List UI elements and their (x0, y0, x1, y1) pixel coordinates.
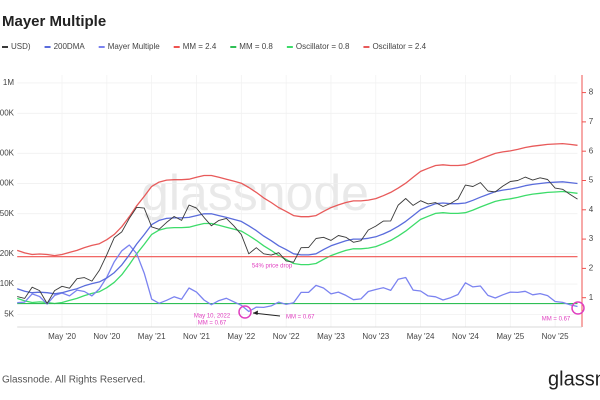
legend-label: Oscillator = 2.4 (372, 42, 426, 51)
x-tick-label: Nov '23 (362, 332, 389, 341)
y2-tick-label: 5 (589, 176, 594, 185)
y-tick-label: 500K (0, 108, 15, 117)
y-tick-label: 50K (0, 209, 15, 218)
watermark: glassnode (141, 165, 369, 221)
y2-tick-label: 4 (589, 205, 594, 214)
highlight-circle (238, 305, 252, 319)
y2-tick-label: 1 (589, 293, 594, 302)
y-tick-label: 1M (3, 78, 14, 87)
legend-label: Mayer Multiple (108, 42, 161, 51)
highlight-circle (571, 301, 585, 315)
y2-tick-label: 3 (589, 234, 594, 243)
y2-tick-label: 6 (589, 146, 594, 155)
y2-tick-label: 8 (589, 88, 594, 97)
series-line (16, 190, 578, 305)
y-tick-label: 10K (0, 279, 15, 288)
legend-label: Oscillator = 0.8 (296, 42, 350, 51)
annotation: MM = 0.67 (542, 317, 571, 323)
y-tick-label: 200K (0, 148, 15, 157)
x-tick-label: May '20 (48, 332, 76, 341)
x-tick-label: Nov '22 (273, 332, 300, 341)
lines (16, 142, 578, 313)
y-tick-label: 20K (0, 249, 15, 258)
x-tick-label: Nov '24 (452, 332, 479, 341)
x-tick-label: Nov '25 (542, 332, 569, 341)
footer: Glassnode. All Rights Reserved. (2, 375, 145, 386)
series-line (16, 142, 578, 257)
y-tick-label: 100K (0, 179, 15, 188)
logo: glassnode (548, 368, 600, 390)
chart-title: Mayer Multiple (2, 13, 106, 30)
x-tick-label: May '24 (407, 332, 435, 341)
x-tick-label: Nov '20 (93, 332, 120, 341)
annotation: 54% price drop (252, 264, 293, 270)
x-tick-label: May '22 (227, 332, 255, 341)
arrow-head (253, 310, 258, 315)
annotation: MM = 0.67 (198, 321, 227, 327)
legend-label: MM = 2.4 (183, 42, 217, 51)
x-tick-label: May '23 (317, 332, 345, 341)
series-line (17, 244, 578, 313)
grid: 1M 500K 200K 100K 50K 20K 10K 5K 1 2 3 4 5 6 7 8 May '20… (0, 75, 594, 341)
annotation: May 10, 2022 (194, 314, 231, 320)
x-tick-label: May '21 (138, 332, 166, 341)
legend-label: MM = 0.8 (239, 42, 273, 51)
legend-label: USD) (11, 42, 31, 51)
legend-label: 200DMA (54, 42, 86, 51)
x-tick-label: Nov '21 (183, 332, 210, 341)
y2-tick-label: 7 (589, 117, 594, 126)
series-line (17, 176, 578, 304)
x-tick-label: May '25 (496, 332, 524, 341)
y-tick-label: 5K (4, 309, 14, 318)
y2-tick-label: 2 (589, 264, 594, 273)
annotation: MM = 0.67 (286, 315, 315, 321)
